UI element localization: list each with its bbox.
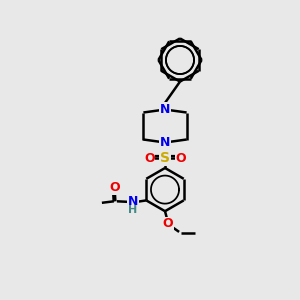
Text: O: O <box>163 217 173 230</box>
Text: O: O <box>175 152 186 165</box>
Text: H: H <box>128 205 137 215</box>
Text: O: O <box>144 152 155 165</box>
Text: N: N <box>160 136 170 149</box>
Text: N: N <box>128 195 138 208</box>
Text: O: O <box>110 181 120 194</box>
Text: S: S <box>160 151 170 165</box>
Text: N: N <box>160 103 170 116</box>
